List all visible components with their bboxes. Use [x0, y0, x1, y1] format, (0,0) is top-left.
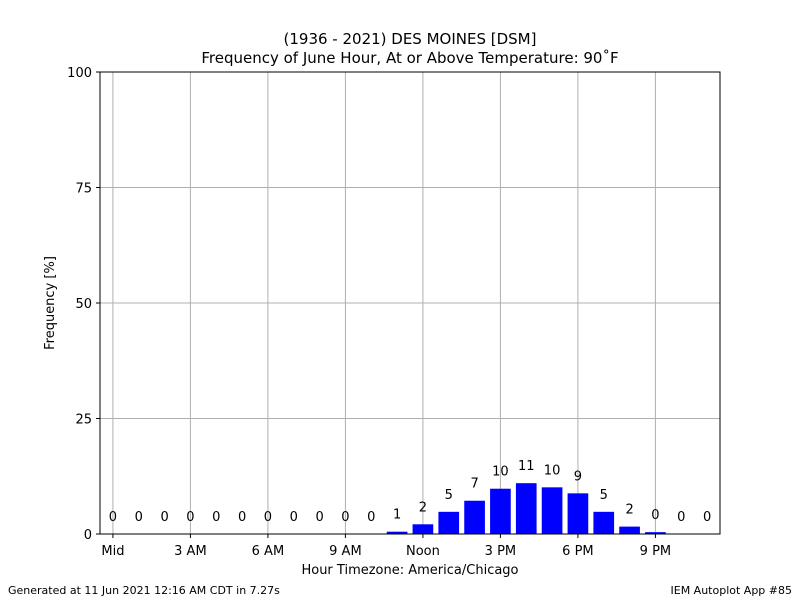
- bar: [412, 524, 434, 534]
- y-axis-label: Frequency [%]: [43, 256, 58, 350]
- x-axis-ticks: Mid 3 AM 6 AM 9 AM Noon 3 PM 6 PM 9 PM: [101, 534, 671, 559]
- bar-value-label: 5: [445, 488, 453, 503]
- y-tick-label: 100: [67, 66, 92, 81]
- bar: [593, 511, 615, 534]
- bar-value-label: 0: [264, 510, 272, 525]
- x-tick-label: 6 AM: [252, 544, 285, 559]
- bar-value-label: 11: [518, 459, 535, 474]
- bar-value-label: 0: [651, 508, 659, 523]
- app-id: IEM Autoplot App #85: [670, 584, 793, 597]
- bar-value-label: 1: [393, 508, 401, 523]
- bar-value-label: 0: [186, 510, 194, 525]
- bar: [386, 531, 408, 534]
- y-tick-label: 50: [75, 297, 92, 312]
- bar-value-label: 0: [160, 510, 168, 525]
- generated-timestamp: Generated at 11 Jun 2021 12:16 AM CDT in…: [8, 584, 280, 597]
- bar-value-label: 9: [574, 469, 582, 484]
- x-tick-label: Mid: [101, 544, 124, 559]
- x-tick-label: 9 PM: [640, 544, 671, 559]
- bar: [464, 500, 485, 534]
- bar: [541, 487, 563, 534]
- bar-value-label: 0: [367, 510, 375, 525]
- bar-value-label: 0: [135, 510, 143, 525]
- bar-value-label: 7: [470, 477, 478, 492]
- x-tick-label: 3 PM: [485, 544, 516, 559]
- bars: [386, 483, 666, 534]
- bar-value-label: 2: [419, 500, 427, 515]
- x-tick-label: Noon: [406, 544, 440, 559]
- grid-lines: [100, 71, 720, 535]
- bar: [438, 511, 460, 534]
- bar-value-label: 0: [315, 510, 323, 525]
- bar-value-label: 0: [109, 510, 117, 525]
- bar: [645, 532, 666, 534]
- y-axis-ticks: 0 25 50 75 100: [67, 66, 100, 543]
- x-tick-label: 6 PM: [562, 544, 593, 559]
- bar: [619, 526, 640, 534]
- y-tick-label: 75: [75, 182, 92, 197]
- bar-value-label: 0: [703, 510, 711, 525]
- bar-value-label: 10: [492, 465, 509, 480]
- x-tick-label: 3 AM: [174, 544, 207, 559]
- bar-value-label: 5: [600, 488, 608, 503]
- y-tick-label: 25: [75, 413, 92, 428]
- bar-value-label: 0: [238, 510, 246, 525]
- bar-value-label: 2: [625, 503, 633, 518]
- bar-value-label: 0: [341, 510, 349, 525]
- y-tick-label: 0: [84, 528, 92, 543]
- bar-value-label: 10: [544, 463, 561, 478]
- bar-labels: 0 0 0 0 0 0 0 0 0 0 0 1 2 5 7 10 11 10 9 5 2 0 0 0: [109, 459, 711, 525]
- bar: [567, 493, 589, 534]
- x-tick-label: 9 AM: [329, 544, 362, 559]
- x-axis-label: Hour Timezone: America/Chicago: [301, 563, 518, 578]
- bar-value-label: 0: [212, 510, 220, 525]
- bar: [490, 488, 511, 534]
- chart-title-line1: (1936 - 2021) DES MOINES [DSM]: [284, 30, 537, 48]
- bar: [515, 483, 537, 534]
- chart-title-line2: Frequency of June Hour, At or Above Temp…: [201, 49, 618, 67]
- bar-value-label: 0: [290, 510, 298, 525]
- bar-value-label: 0: [677, 510, 685, 525]
